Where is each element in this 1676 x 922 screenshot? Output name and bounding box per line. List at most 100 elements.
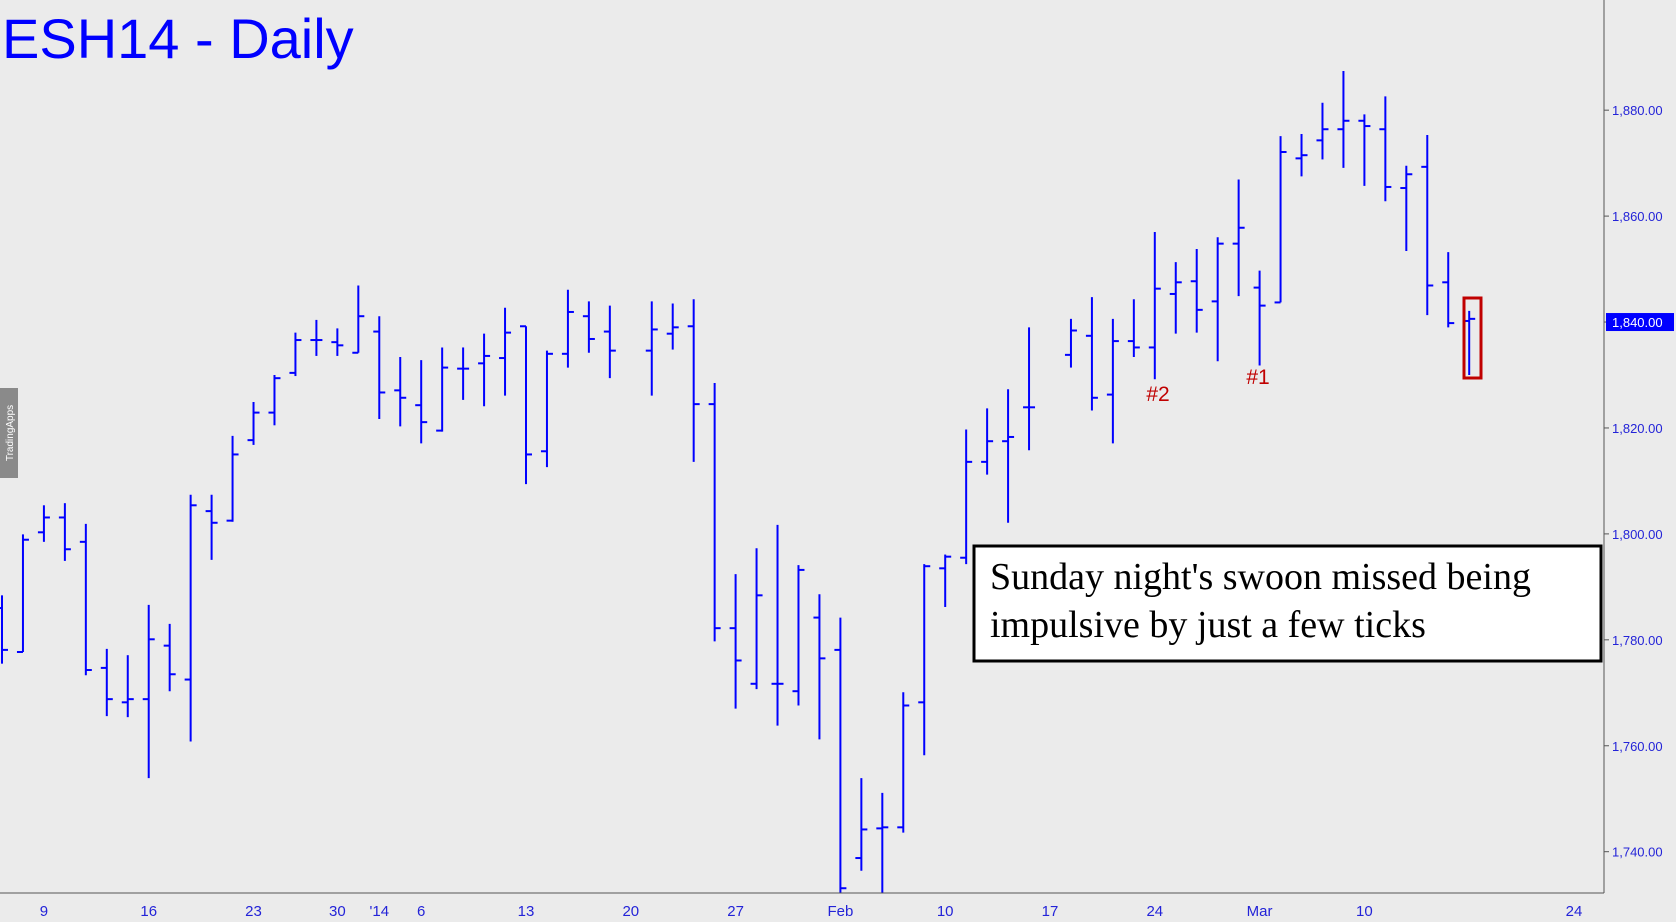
ohlc-bar <box>1421 135 1434 316</box>
ohlc-bar <box>16 534 29 654</box>
y-tick-label: 1,820.00 <box>1612 421 1663 436</box>
annotation: #2 <box>1146 383 1169 406</box>
ohlc-bar <box>184 494 197 742</box>
ohlc-bar <box>1023 327 1036 451</box>
annotation: #1 <box>1246 366 1269 389</box>
ohlc-bar <box>708 382 721 642</box>
ohlc-bar <box>813 594 826 740</box>
ohlc-bar <box>1002 389 1015 523</box>
ohlc-bar <box>1127 299 1140 357</box>
ohlc-bar <box>687 299 700 462</box>
y-tick-label: 1,860.00 <box>1612 209 1663 224</box>
comment-line: Sunday night's swoon missed being <box>990 556 1531 598</box>
ohlc-bar <box>0 595 8 664</box>
watermark: TradingApps <box>5 405 16 461</box>
y-tick-label: 1,880.00 <box>1612 103 1663 118</box>
ohlc-bar <box>645 301 658 396</box>
ohlc-bar <box>205 494 218 560</box>
ohlc-bar <box>1085 297 1098 411</box>
ohlc-bar <box>540 350 553 468</box>
ohlc-bar <box>1400 165 1413 252</box>
ohlc-bar <box>666 303 679 350</box>
x-tick-label: 23 <box>245 903 262 920</box>
ohlc-bar <box>1253 270 1266 366</box>
ohlc-bar <box>226 435 239 522</box>
x-tick-label: Feb <box>827 903 853 920</box>
x-tick-label: 10 <box>937 903 954 920</box>
ohlc-bar <box>1232 179 1245 297</box>
x-tick-label: 30 <box>329 903 346 920</box>
last-price-box <box>1606 313 1674 332</box>
ohlc-bar <box>1106 318 1119 444</box>
watermark-box <box>0 388 18 478</box>
x-tick-label: 9 <box>40 903 48 920</box>
ohlc-bar <box>247 402 260 445</box>
ohlc-bar <box>855 778 868 871</box>
highlight-box <box>1462 296 1483 380</box>
ohlc-bar <box>163 623 176 692</box>
x-tick-label: 27 <box>727 903 744 920</box>
ohlc-bar <box>561 289 574 368</box>
ohlc-bar <box>960 429 973 565</box>
ohlc-bar <box>750 548 763 690</box>
ohlc-bar <box>1274 136 1287 304</box>
ohlc-bar <box>834 617 847 893</box>
x-tick-label: 20 <box>622 903 639 920</box>
x-tick-label: 16 <box>140 903 157 920</box>
ohlc-bar <box>1316 102 1329 160</box>
ohlc-bar <box>918 564 931 756</box>
ohlc-bar <box>373 316 386 419</box>
ohlc-bar <box>142 604 155 779</box>
y-tick-label: 1,840.00 <box>1612 315 1663 330</box>
ohlc-bar <box>897 692 910 833</box>
ohlc-bar <box>289 332 302 377</box>
ohlc-bar <box>792 565 805 706</box>
ohlc-bar <box>1169 262 1182 334</box>
chart-title: ESH14 - Daily <box>2 7 354 70</box>
ohlc-bar <box>499 307 512 396</box>
x-tick-label: 10 <box>1356 903 1373 920</box>
ohlc-bar <box>771 524 784 726</box>
y-tick-label: 1,740.00 <box>1612 845 1663 860</box>
ohlc-bar <box>876 792 889 893</box>
x-tick-label: '14 <box>369 903 389 920</box>
ohlc-bar <box>310 319 323 356</box>
ohlc-bar <box>1064 318 1077 368</box>
ohlc-bar <box>58 503 71 561</box>
y-tick-label: 1,760.00 <box>1612 739 1663 754</box>
ohlc-bar <box>1358 114 1371 186</box>
ohlc-bar <box>394 356 407 427</box>
ohlc-bar <box>520 325 532 485</box>
ohlc-bar <box>478 333 491 407</box>
ohlc-bar <box>1379 96 1392 202</box>
ohlc-bar <box>331 328 344 356</box>
axes: 1,740.00 1,760.00 1,780.00 1,800.00 1,820.00… <box>40 103 1674 920</box>
ohlc-bar <box>1190 248 1203 333</box>
x-tick-label: 24 <box>1566 903 1583 920</box>
plot-area <box>0 70 1476 893</box>
x-tick-label: 6 <box>417 903 425 920</box>
x-tick-label: 24 <box>1146 903 1163 920</box>
ohlc-bar <box>1295 134 1308 177</box>
ohlc-bar <box>100 648 113 717</box>
ohlc-bar <box>1337 70 1350 168</box>
comment-line: impulsive by just a few ticks <box>990 604 1426 646</box>
x-tick-label: Mar <box>1247 903 1273 920</box>
ohlc-bar <box>457 347 470 400</box>
ohlc-bar <box>415 360 428 444</box>
ohlc-bar <box>1148 231 1161 380</box>
ohlc-bar <box>37 505 50 542</box>
ohlc-bar <box>729 574 742 709</box>
ohlc-bar <box>352 285 365 354</box>
ohlc-bar <box>1442 252 1455 328</box>
ohlc-bar <box>121 655 134 718</box>
y-tick-label: 1,800.00 <box>1612 527 1663 542</box>
ohlc-bar <box>79 523 92 676</box>
comment-box <box>972 544 1603 663</box>
ohlc-bar <box>268 374 281 426</box>
ohlc-bar <box>1211 237 1224 362</box>
x-tick-label: 13 <box>518 903 535 920</box>
